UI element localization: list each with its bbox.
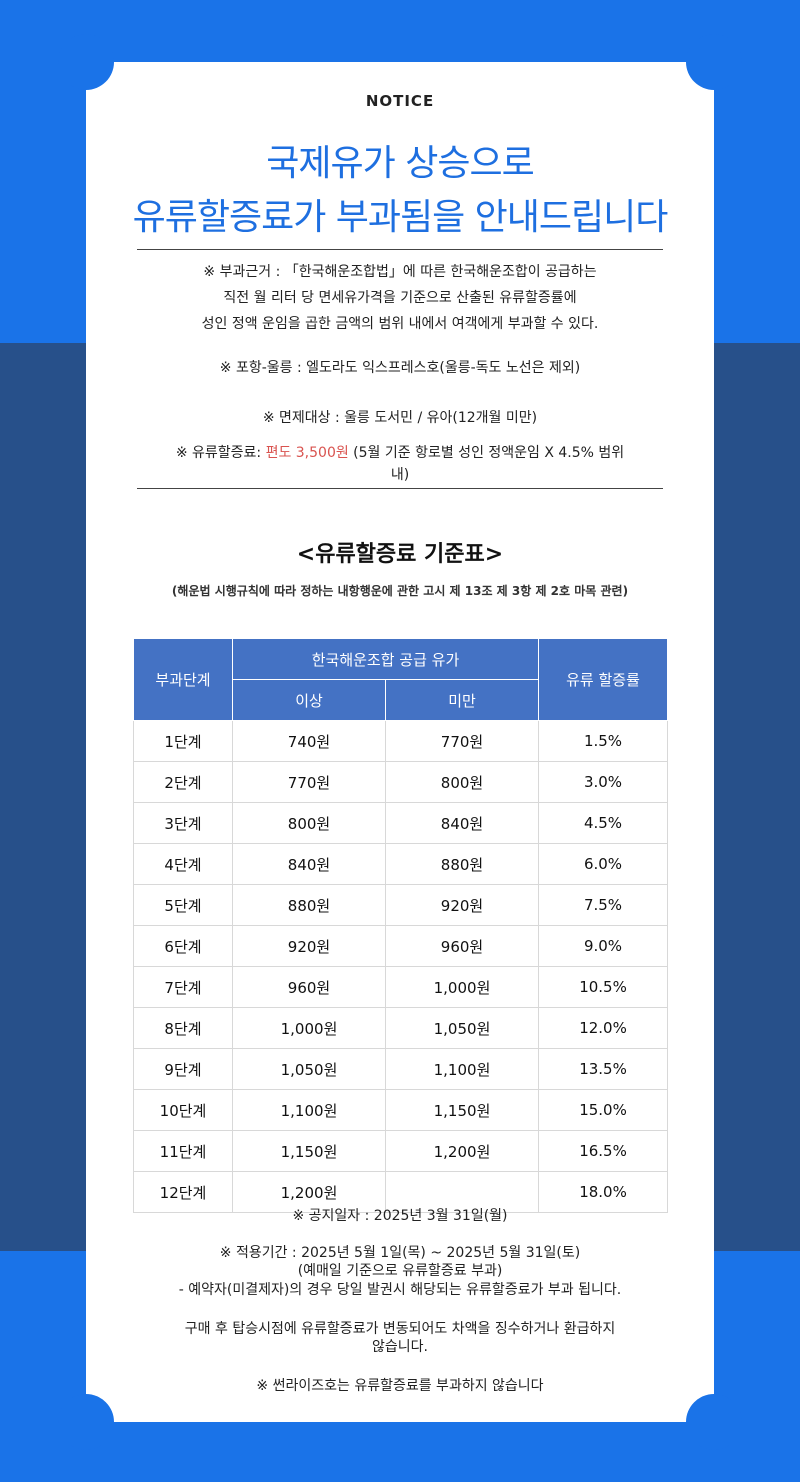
cell-min: 1,050원 (232, 1048, 386, 1090)
cell-max: 800원 (384, 761, 540, 803)
cell-rate: 10.5% (538, 966, 669, 1008)
cell-rate: 6.0% (538, 843, 669, 885)
cell-stage: 1단계 (133, 720, 233, 762)
cell-max: 840원 (384, 802, 540, 844)
period-text: ※ 적용기간 : 2025년 5월 1일(목) ~ 2025년 5월 31일(토… (219, 1245, 581, 1261)
cell-rate: 12.0% (538, 1007, 669, 1049)
table-row: 8단계 1,000원 1,050원 12.0% (133, 1007, 669, 1049)
cell-stage: 9단계 (133, 1048, 233, 1090)
cell-max: 770원 (384, 720, 540, 762)
cell-max: 960원 (384, 925, 540, 967)
cell-rate: 15.0% (538, 1089, 669, 1131)
cell-min: 920원 (232, 925, 386, 967)
notice-label: NOTICE (365, 92, 435, 110)
route-text: ※ 포항-울릉 : 엘도라도 익스프레스호(울릉-독도 노선은 제외) (219, 360, 581, 376)
header-min: 이상 (232, 679, 386, 721)
table-row: 6단계 920원 960원 9.0% (133, 925, 669, 967)
cell-stage: 5단계 (133, 884, 233, 926)
cell-max: 1,200원 (384, 1130, 540, 1172)
cell-min: 770원 (232, 761, 386, 803)
cell-stage: 8단계 (133, 1007, 233, 1049)
cell-rate: 16.5% (538, 1130, 669, 1172)
corner-notch (58, 1394, 114, 1450)
cell-min: 1,150원 (232, 1130, 386, 1172)
table-title: <유류할증료 기준표> (296, 542, 504, 567)
cell-max: 1,150원 (384, 1089, 540, 1131)
cell-min: 960원 (232, 966, 386, 1008)
surcharge-suffix: (5월 기준 항로별 성인 정액운임 X 4.5% 범위 (348, 445, 625, 461)
table-row: 2단계 770원 800원 3.0% (133, 761, 669, 803)
cell-max: 920원 (384, 884, 540, 926)
exempt-text: ※ 면제대상 : 울릉 도서민 / 유아(12개월 미만) (262, 410, 538, 426)
surcharge-text: ※ 유류할증료: 편도 3,500원 (5월 기준 항로별 성인 정액운임 X … (0, 442, 800, 486)
divider (137, 249, 663, 250)
table-row: 12단계 1,200원 18.0% (133, 1171, 669, 1213)
cell-min: 1,100원 (232, 1089, 386, 1131)
reserve-note: - 예약자(미결제자)의 경우 당일 발권시 해당되는 유류할증료가 부과 됩니… (178, 1282, 622, 1298)
sunrise-note: ※ 썬라이즈호는 유류할증료를 부과하지 않습니다 (256, 1378, 544, 1394)
cell-rate: 13.5% (538, 1048, 669, 1090)
surcharge-amount: 편도 3,500원 (265, 445, 349, 461)
basis-line: ※ 부과근거 : 「한국해운조합법」에 따른 한국해운조합이 공급하는 (203, 264, 597, 280)
cell-stage: 12단계 (133, 1171, 233, 1213)
basis-line: 직전 월 리터 당 면세유가격을 기준으로 산출된 유류할증률에 (223, 290, 577, 306)
cell-min: 880원 (232, 884, 386, 926)
corner-notch (58, 34, 114, 90)
table-note: (해운법 시행규칙에 따라 정하는 내항행운에 관한 고시 제 13조 제 3항… (171, 584, 629, 598)
cell-stage: 10단계 (133, 1089, 233, 1131)
basis-text: ※ 부과근거 : 「한국해운조합법」에 따른 한국해운조합이 공급하는 직전 월… (0, 259, 800, 337)
header-stage: 부과단계 (133, 638, 233, 721)
table-row: 9단계 1,050원 1,100원 13.5% (133, 1048, 669, 1090)
cell-max: 1,000원 (384, 966, 540, 1008)
table-row: 1단계 740원 770원 1.5% (133, 720, 669, 762)
period-note: (예매일 기준으로 유류할증료 부과) (297, 1263, 503, 1279)
table-row: 5단계 880원 920원 7.5% (133, 884, 669, 926)
header-rate: 유류 할증률 (538, 638, 669, 721)
table-row: 11단계 1,150원 1,200원 16.5% (133, 1130, 669, 1172)
cell-min: 740원 (232, 720, 386, 762)
cell-rate: 9.0% (538, 925, 669, 967)
refund-line2: 않습니다. (372, 1339, 428, 1355)
table-row: 10단계 1,100원 1,150원 15.0% (133, 1089, 669, 1131)
page-title-line1: 국제유가 상승으로 (266, 143, 534, 184)
refund-line1: 구매 후 탑승시점에 유류할증료가 변동되어도 차액을 징수하거나 환급하지 (184, 1321, 616, 1337)
basis-line: 성인 정액 운임을 곱한 금액의 범위 내에서 여객에게 부과할 수 있다. (201, 316, 599, 332)
cell-min: 840원 (232, 843, 386, 885)
cell-rate: 7.5% (538, 884, 669, 926)
header-max: 미만 (384, 679, 540, 721)
cell-max (384, 1171, 540, 1213)
page-title-line2: 유류할증료가 부과됨을 안내드립니다 (132, 197, 669, 238)
announce-date: ※ 공지일자 : 2025년 3월 31일(월) (292, 1208, 508, 1224)
cell-rate: 1.5% (538, 720, 669, 762)
cell-max: 1,100원 (384, 1048, 540, 1090)
cell-min: 800원 (232, 802, 386, 844)
header-price: 한국해운조합 공급 유가 (231, 638, 540, 680)
surcharge-prefix: ※ 유류할증료: (175, 445, 266, 461)
divider (137, 488, 663, 489)
surcharge-suffix-line2: 내) (390, 467, 410, 483)
cell-max: 880원 (384, 843, 540, 885)
table-row: 7단계 960원 1,000원 10.5% (133, 966, 669, 1008)
cell-stage: 7단계 (133, 966, 233, 1008)
cell-stage: 2단계 (133, 761, 233, 803)
cell-rate: 3.0% (538, 761, 669, 803)
cell-stage: 6단계 (133, 925, 233, 967)
corner-notch (686, 34, 742, 90)
cell-stage: 4단계 (133, 843, 233, 885)
corner-notch (686, 1394, 742, 1450)
cell-min: 1,000원 (232, 1007, 386, 1049)
surcharge-table: 부과단계 한국해운조합 공급 유가 유류 할증률 이상 미만 1단계 740원 77… (133, 638, 669, 1213)
cell-stage: 11단계 (133, 1130, 233, 1172)
cell-max: 1,050원 (384, 1007, 540, 1049)
cell-stage: 3단계 (133, 802, 233, 844)
cell-rate: 18.0% (538, 1171, 669, 1213)
table-row: 3단계 800원 840원 4.5% (133, 802, 669, 844)
cell-rate: 4.5% (538, 802, 669, 844)
table-row: 4단계 840원 880원 6.0% (133, 843, 669, 885)
